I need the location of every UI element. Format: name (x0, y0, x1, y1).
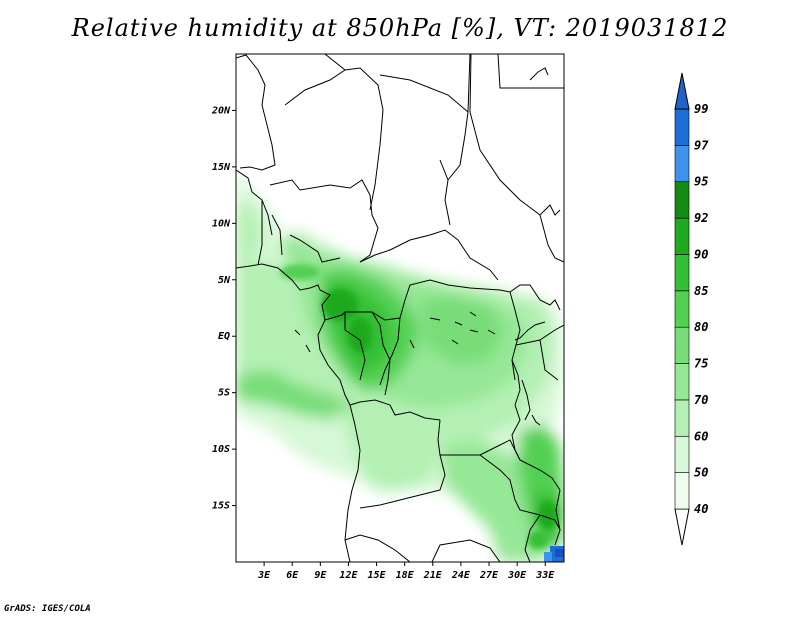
colorbar-label: 60 (694, 429, 708, 443)
colorbar-segment (674, 326, 690, 364)
grads-credit: GrADS: IGES/COLA (4, 604, 91, 614)
lat-tick-label: EQ (218, 331, 230, 342)
colorbar-segment (674, 363, 690, 401)
lon-tick-label: 27E (479, 570, 499, 581)
colorbar-label: 85 (694, 284, 708, 298)
colorbar-segment (674, 290, 690, 328)
colorbar-segment (674, 181, 690, 219)
colorbar-segment (674, 399, 690, 437)
lat-tick-label: 10N (212, 218, 231, 229)
lon-tick-label: 15E (368, 570, 387, 581)
colorbar-segment (674, 145, 690, 183)
colorbar-segment (674, 217, 690, 255)
colorbar-label: 90 (694, 247, 708, 261)
colorbar-label: 92 (694, 211, 708, 225)
humidity-field (236, 54, 564, 562)
map-title: Relative humidity at 850hPa [%], VT: 201… (71, 14, 729, 42)
colorbar-label: 80 (694, 320, 708, 334)
lon-tick-label: 3E (257, 570, 271, 581)
colorbar-low-triangle (674, 508, 690, 546)
colorbar-segment (674, 435, 690, 473)
country-borders (236, 54, 564, 562)
lat-tick-label: 10S (212, 444, 230, 455)
colorbar-segment (674, 254, 690, 292)
colorbar: 40 50 60 70 75 80 85 90 92 95 97 99 (674, 72, 709, 546)
colorbar-label: 40 (694, 502, 708, 516)
colorbar-high-triangle (674, 72, 690, 110)
map-frame (235, 53, 565, 563)
lon-tick-label: 18E (396, 570, 415, 581)
colorbar-label: 50 (694, 466, 708, 480)
longitude-axis: 3E 6E 9E 12E 15E 18E 21E 24E 27E 30E 33E (257, 562, 555, 581)
lon-tick-label: 12E (339, 570, 358, 581)
lat-tick-label: 5N (218, 275, 231, 286)
colorbar-segment (674, 472, 690, 510)
lat-tick-label: 20N (211, 105, 231, 116)
colorbar-label: 75 (694, 357, 708, 371)
lon-tick-label: 24E (451, 570, 471, 581)
lon-tick-label: 21E (423, 570, 443, 581)
lon-tick-label: 30E (507, 570, 527, 581)
lat-tick-label: 15S (212, 501, 230, 512)
lon-tick-label: 33E (535, 570, 555, 581)
colorbar-label: 70 (694, 393, 708, 407)
colorbar-label: 95 (694, 175, 708, 189)
lon-tick-label: 6E (286, 570, 299, 581)
latitude-axis: 20N 15N 10N 5N EQ 5S 10S 15S (211, 105, 236, 512)
lat-tick-label: 15N (212, 162, 231, 173)
colorbar-segment (674, 108, 690, 146)
lat-tick-label: 5S (218, 388, 230, 399)
lon-tick-label: 9E (314, 570, 327, 581)
colorbar-label: 97 (694, 138, 709, 152)
colorbar-label: 99 (694, 102, 708, 116)
